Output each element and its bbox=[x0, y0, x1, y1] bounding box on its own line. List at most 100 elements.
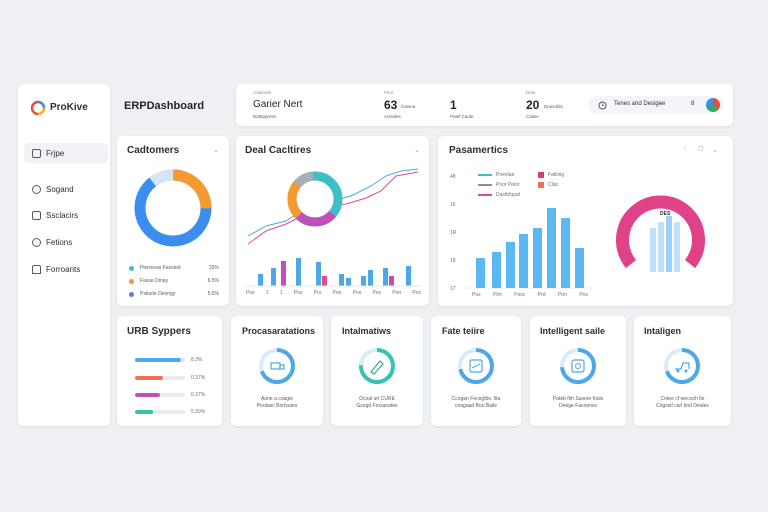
y-tick-label: 48 bbox=[450, 174, 456, 180]
mini-card-2[interactable]: Fate teiire Ccogan Fecegtbs. Ilta cnagaa… bbox=[431, 316, 521, 426]
deal-bar bbox=[339, 274, 344, 286]
deal-card: Deal Cacltires ⌄ Pos 1 1 Pos Pro Pon Pos… bbox=[236, 136, 429, 306]
customers-title: Cadtomers bbox=[127, 145, 180, 156]
mini-card-1[interactable]: Intalmatiws Ocoal urt CURE Gsogd Frosana… bbox=[331, 316, 423, 426]
mini-desc-line: Ccogan Fecegtbs. Ilta bbox=[451, 396, 501, 402]
sidebar-item-label: Frjpe bbox=[46, 148, 65, 158]
box-icon bbox=[571, 359, 585, 373]
sidebar-item-3[interactable]: Fetions bbox=[24, 232, 108, 252]
chevron-down-icon[interactable]: ⌄ bbox=[213, 147, 219, 154]
legend-item-1: Fasue Dinay 6.5% bbox=[129, 278, 219, 284]
mini-card-4[interactable]: Intaligen Cntee cf ieecoch Ilo Cogsstl c… bbox=[634, 316, 731, 426]
sidebar-item-label: Fetions bbox=[46, 237, 73, 247]
filter-icon[interactable]: ⁝ bbox=[684, 146, 686, 152]
clock-icon bbox=[32, 237, 41, 247]
bar-fill bbox=[135, 358, 181, 362]
search-count: 8 bbox=[691, 101, 695, 107]
chevron-down-icon[interactable]: ⌄ bbox=[712, 147, 718, 154]
y-tick-label: 17 bbox=[450, 286, 456, 292]
mini-desc-line: Cogsstl carl brid Deales bbox=[656, 403, 709, 409]
deal-donut-orange bbox=[287, 171, 343, 227]
truck-icon bbox=[270, 362, 281, 370]
stat-0-value: 63 bbox=[384, 98, 398, 112]
x-tick-label: Pon bbox=[557, 292, 567, 298]
legend-dot bbox=[129, 265, 134, 271]
x-tick-label: Pos bbox=[412, 290, 421, 296]
bar-track bbox=[135, 410, 185, 414]
deal-bar bbox=[361, 276, 366, 286]
sidebar: ProKive Frjpe Sogand Ssclacirs Fetions F… bbox=[18, 84, 110, 426]
bar-pct: 5.39% bbox=[191, 409, 206, 415]
gauge-label: DES bbox=[660, 211, 671, 217]
urb-bar-2: 6.37% bbox=[135, 392, 205, 398]
deal-title: Deal Cacltires bbox=[245, 145, 312, 156]
gauge-bar bbox=[650, 228, 656, 272]
sidebar-item-label: Sogand bbox=[46, 184, 74, 194]
x-tick-label: Pos bbox=[293, 290, 303, 296]
legend-dot bbox=[129, 278, 134, 284]
deal-donut-purple bbox=[287, 171, 343, 227]
truck-icon bbox=[675, 362, 690, 370]
chevron-down-icon[interactable]: ⌄ bbox=[414, 147, 420, 154]
deal-bar bbox=[322, 276, 327, 286]
deal-bar bbox=[281, 261, 286, 286]
legend-name: Fasue Dinay bbox=[140, 278, 169, 284]
x-tick-label: 1 bbox=[265, 290, 269, 296]
mini-card-0[interactable]: Procasaratations Aone a coagie Pootasc B… bbox=[231, 316, 323, 426]
bar-track bbox=[135, 376, 185, 380]
legend-item: Cllar bbox=[538, 182, 564, 188]
sidebar-item-2[interactable]: Ssclacirs bbox=[24, 205, 108, 225]
x-tick-label: Pon bbox=[332, 290, 342, 296]
legend-line bbox=[478, 184, 492, 186]
param-bar bbox=[492, 252, 501, 288]
legend-name: Pnor Pelor bbox=[496, 182, 520, 188]
mini-title: Intalmatiws bbox=[342, 326, 392, 336]
y-tick-label: 18 bbox=[450, 258, 456, 264]
stat-1-sub: Patel Carite bbox=[450, 114, 474, 119]
deal-bar bbox=[346, 278, 351, 286]
mini-desc-line: Ocoal urt CURE bbox=[359, 396, 395, 402]
sidebar-item-0[interactable]: Frjpe bbox=[24, 143, 108, 163]
user-avatar[interactable] bbox=[706, 98, 720, 112]
y-tick-label: 16 bbox=[450, 202, 456, 208]
legend-item-2: Pstuele Deongy 5.5% bbox=[129, 291, 219, 297]
search-box[interactable]: Tenes and Desigee 8 bbox=[588, 96, 724, 114]
urb-bar-1: 0.37% bbox=[135, 375, 205, 381]
legend-swatch bbox=[538, 172, 544, 178]
deal-bar bbox=[368, 270, 373, 286]
stat-2-value: 20 bbox=[526, 98, 540, 112]
parameters-legend: Pnerilae Pnor Pelor Dastbfupal bbox=[478, 172, 520, 198]
sidebar-item-1[interactable]: Sogand bbox=[24, 179, 108, 199]
parameters-y-labels: 48 16 1R 18 17 bbox=[450, 174, 456, 292]
sidebar-item-4[interactable]: Forroants bbox=[24, 259, 108, 279]
mini-desc-line: Gsogd Frosanates bbox=[356, 403, 398, 409]
legend-name: Dastbfupal bbox=[496, 192, 520, 198]
warning-icon bbox=[32, 264, 41, 274]
mini-title: Intelligent saile bbox=[540, 326, 606, 336]
deal-bar bbox=[389, 276, 394, 286]
legend-swatch bbox=[538, 182, 544, 188]
legend-name: Pstuele Deongy bbox=[140, 291, 176, 297]
x-tick-label: Pos bbox=[372, 290, 382, 296]
document-icon bbox=[469, 359, 483, 373]
gauge-arc bbox=[616, 195, 705, 269]
urb-title: URB Syppers bbox=[127, 326, 191, 337]
sidebar-item-label: Ssclacirs bbox=[46, 210, 79, 220]
mini-desc-line: Pateb flm Sasore fouls bbox=[552, 396, 604, 402]
clock-icon bbox=[598, 101, 607, 109]
urb-bar-3: 5.39% bbox=[135, 409, 205, 415]
parameters-legend-right: Fatlinig Cllar bbox=[538, 172, 564, 188]
mini-desc-line: Cntee cf ieecoch Ilo bbox=[660, 396, 705, 402]
parameters-title: Pasamertics bbox=[449, 145, 508, 156]
chart-icon bbox=[32, 184, 41, 194]
x-tick-label: 1 bbox=[279, 290, 283, 296]
stat-0-sub: Aclsides bbox=[384, 114, 401, 119]
mini-desc: Ccogan Fecegtbs. Ilta cnagaad Bou Balle bbox=[431, 396, 521, 410]
deal-chart bbox=[246, 168, 421, 287]
settings-icon[interactable]: ▢ bbox=[698, 146, 704, 152]
param-bar bbox=[476, 258, 485, 288]
bar-pct: 0.37% bbox=[191, 375, 206, 381]
bar-pct: 6.37% bbox=[191, 392, 206, 398]
mini-card-3[interactable]: Intelligent saile Pateb flm Sasore fouls… bbox=[530, 316, 626, 426]
brand-logo-icon bbox=[30, 100, 46, 116]
